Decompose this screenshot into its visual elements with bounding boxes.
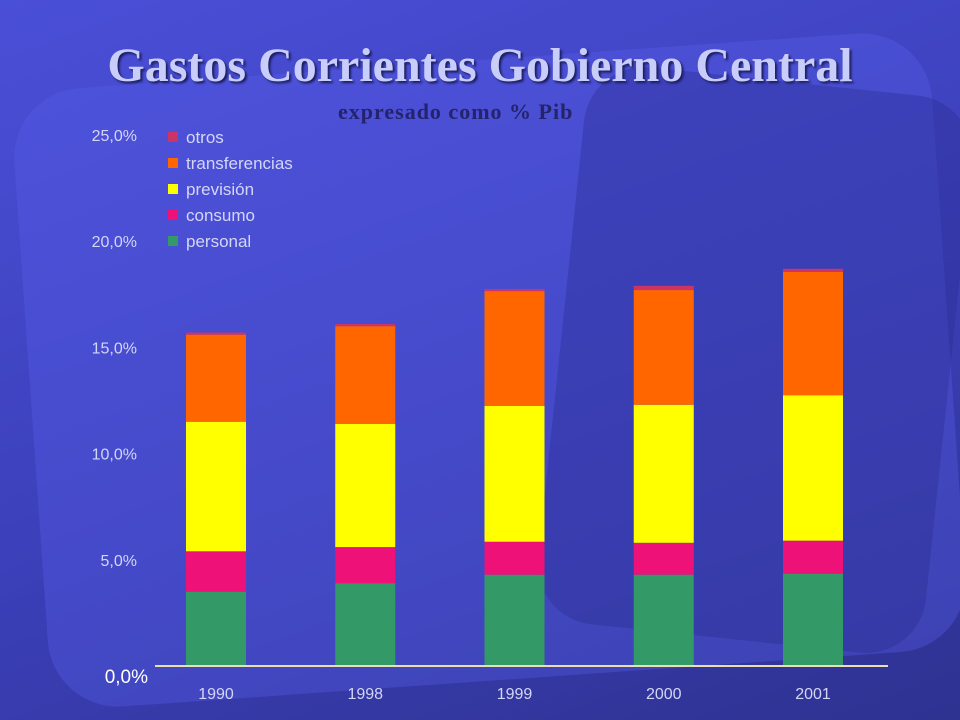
y-tick-label: 10,0%	[92, 447, 137, 464]
legend-label-otros: otros	[186, 128, 224, 147]
legend: otros transferencias previsión consumo perso…	[168, 128, 293, 251]
x-tick-label: 1990	[198, 686, 234, 703]
legend-swatch-otros	[168, 132, 178, 142]
legend-swatch-previsión	[168, 184, 178, 194]
y-tick-label: 0,0%	[105, 667, 148, 688]
bar-segment-otros-1998	[335, 324, 396, 327]
y-tick-label: 20,0%	[92, 234, 137, 251]
bar-segment-previsión-1990	[186, 421, 246, 552]
legend-swatch-personal	[168, 236, 178, 246]
bar-segment-personal-1999	[484, 574, 545, 666]
y-tick-label: 5,0%	[101, 553, 137, 570]
bar-segment-previsión-2000	[633, 404, 694, 543]
legend-label-previsión: previsión	[186, 180, 254, 199]
bar-segment-consumo-2001	[783, 540, 843, 574]
bar-segment-transferencias-2000	[633, 290, 694, 405]
x-tick-label: 1999	[497, 686, 533, 703]
bar-segment-transferencias-1999	[484, 291, 545, 406]
bar-segment-transferencias-2001	[783, 271, 843, 396]
x-axis-ticks: 1990 1998 1999 2000 2001	[198, 686, 831, 703]
bar-segment-consumo-1990	[186, 551, 246, 592]
bar-segment-transferencias-1998	[335, 326, 396, 424]
y-axis-ticks: 0,0% 5,0% 10,0% 15,0% 20,0% 25,0%	[92, 128, 148, 688]
bar-segment-consumo-1998	[335, 547, 396, 584]
y-tick-label: 25,0%	[92, 128, 137, 145]
bar-segment-personal-2000	[633, 574, 694, 666]
x-tick-label: 1998	[347, 686, 383, 703]
bar-segment-consumo-1999	[484, 541, 545, 575]
bar-segment-otros-1990	[186, 332, 246, 335]
bar-segment-previsión-2001	[783, 395, 843, 541]
bar-segment-previsión-1998	[335, 423, 396, 548]
legend-label-consumo: consumo	[186, 206, 255, 225]
bar-segment-previsión-1999	[484, 405, 545, 542]
y-tick-label: 15,0%	[92, 340, 137, 357]
bar-segment-personal-1998	[335, 583, 396, 666]
bar-segment-personal-2001	[783, 573, 843, 666]
legend-label-transferencias: transferencias	[186, 154, 293, 173]
bar-segment-personal-1990	[186, 591, 246, 666]
chart-subtitle: expresado como % Pib	[338, 99, 574, 124]
bar-segment-transferencias-1990	[186, 334, 246, 422]
bar-segment-otros-2000	[633, 285, 694, 291]
chart-title: Gastos Corrientes Gobierno Central	[107, 39, 853, 92]
legend-swatch-consumo	[168, 210, 178, 220]
bars	[186, 268, 843, 666]
x-tick-label: 2000	[646, 686, 682, 703]
legend-swatch-transferencias	[168, 158, 178, 168]
bar-segment-otros-2001	[783, 268, 843, 272]
legend-label-personal: personal	[186, 232, 251, 251]
bar-segment-otros-1999	[484, 288, 545, 292]
x-tick-label: 2001	[795, 686, 831, 703]
bar-segment-consumo-2000	[633, 542, 694, 575]
